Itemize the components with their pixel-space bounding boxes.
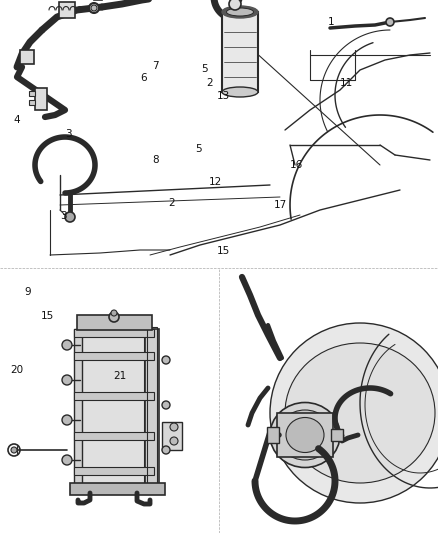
Bar [147,327,157,489]
Bar [330,429,342,441]
Text: 17: 17 [273,200,286,210]
Bar [80,330,145,485]
Bar [70,483,165,495]
Text: 9: 9 [24,287,31,297]
Text: 13: 13 [216,91,229,101]
Ellipse shape [222,87,258,97]
Text: 1: 1 [327,18,334,27]
Text: 6: 6 [140,74,147,83]
Text: 15: 15 [41,311,54,320]
Circle shape [89,3,99,13]
Bar [74,352,154,360]
Bar [35,88,47,110]
Text: 2: 2 [206,78,213,87]
Text: 16: 16 [289,160,302,170]
Circle shape [62,415,72,425]
Circle shape [162,401,170,409]
Bar [29,100,35,105]
Circle shape [11,447,17,453]
Text: 3: 3 [60,211,67,221]
Ellipse shape [269,323,438,503]
Circle shape [111,310,117,316]
Text: 12: 12 [208,177,221,187]
Circle shape [65,212,75,222]
Text: 15: 15 [217,246,230,255]
Text: 11: 11 [339,78,353,87]
Text: 2: 2 [167,198,174,207]
Bar [74,392,154,400]
Bar [77,315,152,330]
Ellipse shape [284,343,434,483]
Bar [29,91,35,96]
Ellipse shape [222,6,258,18]
Text: 20: 20 [10,366,23,375]
Bar [59,2,75,18]
Circle shape [109,312,119,322]
Circle shape [170,437,177,445]
Bar [74,432,154,440]
Text: 4: 4 [13,115,20,125]
Circle shape [62,455,72,465]
Bar [266,427,279,443]
Circle shape [162,356,170,364]
Circle shape [385,18,393,26]
Text: 7: 7 [152,61,159,70]
Text: 3: 3 [64,130,71,139]
Text: 8: 8 [152,155,159,165]
Ellipse shape [269,402,339,467]
Bar [162,422,182,450]
Circle shape [91,5,97,11]
Bar [74,329,82,487]
Circle shape [62,340,72,350]
Ellipse shape [285,417,323,453]
Ellipse shape [277,410,332,460]
Text: 5: 5 [194,144,201,154]
Bar [276,413,332,457]
Bar [222,12,258,92]
Text: 21: 21 [113,371,126,381]
Bar [145,329,159,487]
Ellipse shape [226,8,253,16]
Bar [74,467,154,475]
Bar [20,50,34,64]
Circle shape [62,375,72,385]
Circle shape [162,446,170,454]
Bar [74,329,154,337]
Circle shape [229,0,240,10]
Circle shape [170,423,177,431]
Text: 5: 5 [200,64,207,74]
